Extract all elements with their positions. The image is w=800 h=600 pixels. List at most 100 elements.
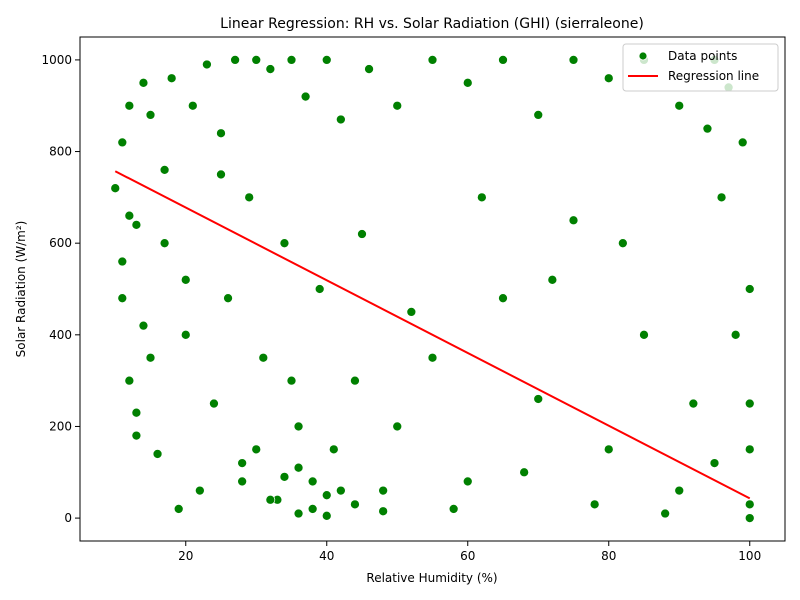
data-point [357, 229, 367, 239]
legend-point-marker [638, 51, 648, 61]
y-tick-label: 400 [49, 328, 72, 342]
data-point [378, 485, 388, 496]
data-point [321, 510, 332, 521]
data-points [110, 55, 755, 523]
data-point [568, 215, 579, 226]
data-point [180, 329, 191, 340]
data-point [737, 137, 748, 148]
data-point [688, 398, 699, 409]
y-axis-ticks: 0 200 400 600 800 1000 [41, 53, 80, 525]
data-point [159, 165, 170, 175]
data-point [117, 256, 128, 267]
data-point [321, 55, 332, 65]
data-point [138, 77, 149, 88]
data-point [328, 444, 339, 455]
data-point [237, 476, 247, 487]
data-point [131, 220, 142, 230]
data-point [702, 123, 713, 134]
legend-points-label: Data points [668, 49, 737, 63]
data-point [744, 499, 755, 510]
y-tick-label: 800 [49, 145, 72, 159]
data-point [258, 352, 269, 363]
data-point [159, 238, 170, 249]
data-point [660, 508, 671, 519]
data-point [568, 55, 579, 65]
data-point [110, 183, 121, 194]
data-point [498, 55, 508, 65]
data-point [744, 398, 755, 409]
data-point [730, 329, 741, 340]
data-point [124, 210, 135, 221]
data-point [237, 458, 247, 468]
data-point [336, 114, 346, 125]
data-point [350, 375, 360, 386]
data-point [709, 458, 720, 468]
data-point [117, 293, 128, 304]
x-tick-label: 100 [738, 549, 761, 563]
data-point [364, 64, 374, 74]
data-point [744, 284, 755, 294]
data-point [674, 100, 685, 111]
data-point [314, 284, 325, 294]
x-tick-label: 40 [319, 549, 334, 563]
data-point [152, 449, 163, 459]
data-point [209, 398, 219, 409]
data-point [462, 77, 473, 88]
legend: Data points Regression line [622, 43, 779, 92]
data-point [279, 238, 290, 249]
data-point [286, 375, 297, 386]
data-point [124, 100, 135, 111]
data-point [173, 504, 184, 514]
data-point [251, 55, 262, 65]
data-point [498, 293, 508, 304]
data-point [117, 137, 128, 148]
x-tick-label: 80 [601, 549, 616, 563]
plot-frame [79, 36, 786, 542]
data-point [321, 490, 332, 501]
data-point [519, 467, 530, 478]
data-point [138, 320, 149, 331]
data-point [124, 375, 135, 386]
y-tick-label: 600 [49, 236, 72, 250]
data-point [448, 504, 459, 514]
data-point [406, 307, 417, 317]
data-point [336, 485, 346, 496]
data-point [392, 421, 403, 432]
data-point [286, 55, 297, 65]
x-axis-ticks: 20 40 60 80 100 [178, 541, 761, 563]
data-point [131, 430, 142, 441]
data-point [293, 462, 304, 473]
legend-line-label: Regression line [668, 69, 759, 83]
data-point [307, 504, 318, 514]
x-tick-label: 60 [460, 549, 475, 563]
y-axis-label: Solar Radiation (W/m²) [14, 221, 28, 358]
data-point [230, 55, 240, 65]
data-point [603, 73, 614, 84]
data-point [427, 352, 438, 363]
y-tick-label: 200 [49, 419, 72, 433]
data-point [223, 293, 233, 304]
data-point [716, 192, 727, 203]
data-point [477, 192, 487, 203]
x-tick-label: 20 [178, 549, 193, 563]
data-point [216, 169, 226, 180]
data-point [244, 192, 255, 203]
data-point [603, 444, 614, 455]
y-tick-label: 0 [64, 511, 72, 525]
data-point [533, 394, 544, 404]
data-point [639, 329, 649, 340]
data-point [166, 73, 177, 84]
regression-line [114, 170, 751, 500]
data-point [180, 274, 191, 285]
data-point [216, 128, 226, 139]
data-point [744, 513, 755, 523]
data-point [293, 421, 304, 432]
data-point [744, 444, 755, 455]
data-point [279, 472, 290, 482]
data-point [427, 55, 438, 65]
data-point [265, 64, 276, 74]
chart-title: Linear Regression: RH vs. Solar Radiatio… [220, 16, 644, 32]
data-point [462, 476, 473, 487]
y-tick-label: 1000 [41, 53, 72, 67]
